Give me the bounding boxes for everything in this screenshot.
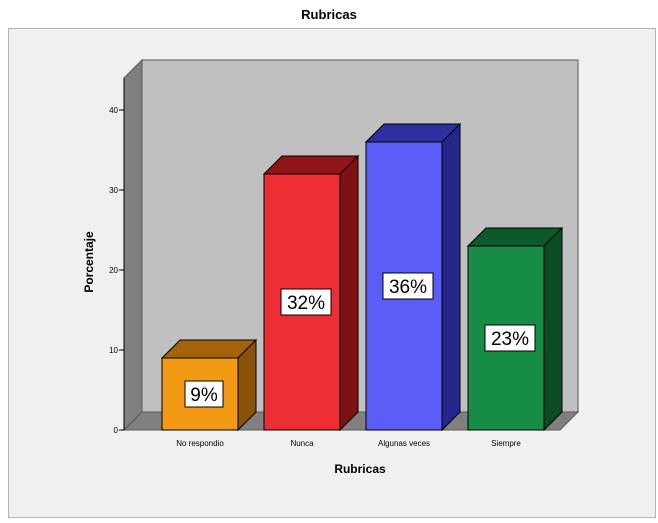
y-tick-label: 40: [109, 106, 118, 115]
data-label-box: [382, 272, 434, 300]
y-axis-label: Porcentaje: [82, 231, 96, 293]
x-tick-label: Algunas veces: [378, 439, 430, 448]
bar-side: [441, 122, 461, 432]
bar-side: [339, 154, 359, 432]
data-label-box: [184, 380, 224, 408]
bars-group: 9% 32% 36% 23%: [160, 122, 564, 432]
x-axis-label: Rubricas: [334, 462, 386, 476]
bar-side: [543, 226, 563, 432]
plot-left-wall: [123, 58, 143, 432]
data-label-box: [280, 288, 332, 316]
x-tick-label: Siempre: [491, 439, 521, 448]
data-label: 23%: [491, 329, 529, 350]
data-label-box: [484, 324, 536, 352]
y-tick-label: 20: [109, 266, 118, 275]
x-tick-label: No respondio: [176, 439, 224, 448]
chart-title: Rubricas: [301, 7, 357, 22]
x-tick-labels: No respondio Nunca Algunas veces Siempre: [176, 439, 521, 448]
data-label: 36%: [389, 277, 427, 298]
y-tick-label: 30: [109, 186, 118, 195]
bar-side: [237, 338, 257, 432]
data-label: 9%: [190, 385, 218, 406]
data-label: 32%: [287, 293, 325, 314]
y-axis: 0 10 20 30 40: [109, 78, 125, 435]
x-tick-label: Nunca: [290, 439, 314, 448]
y-tick-label: 10: [109, 346, 118, 355]
y-tick-label: 0: [114, 426, 119, 435]
